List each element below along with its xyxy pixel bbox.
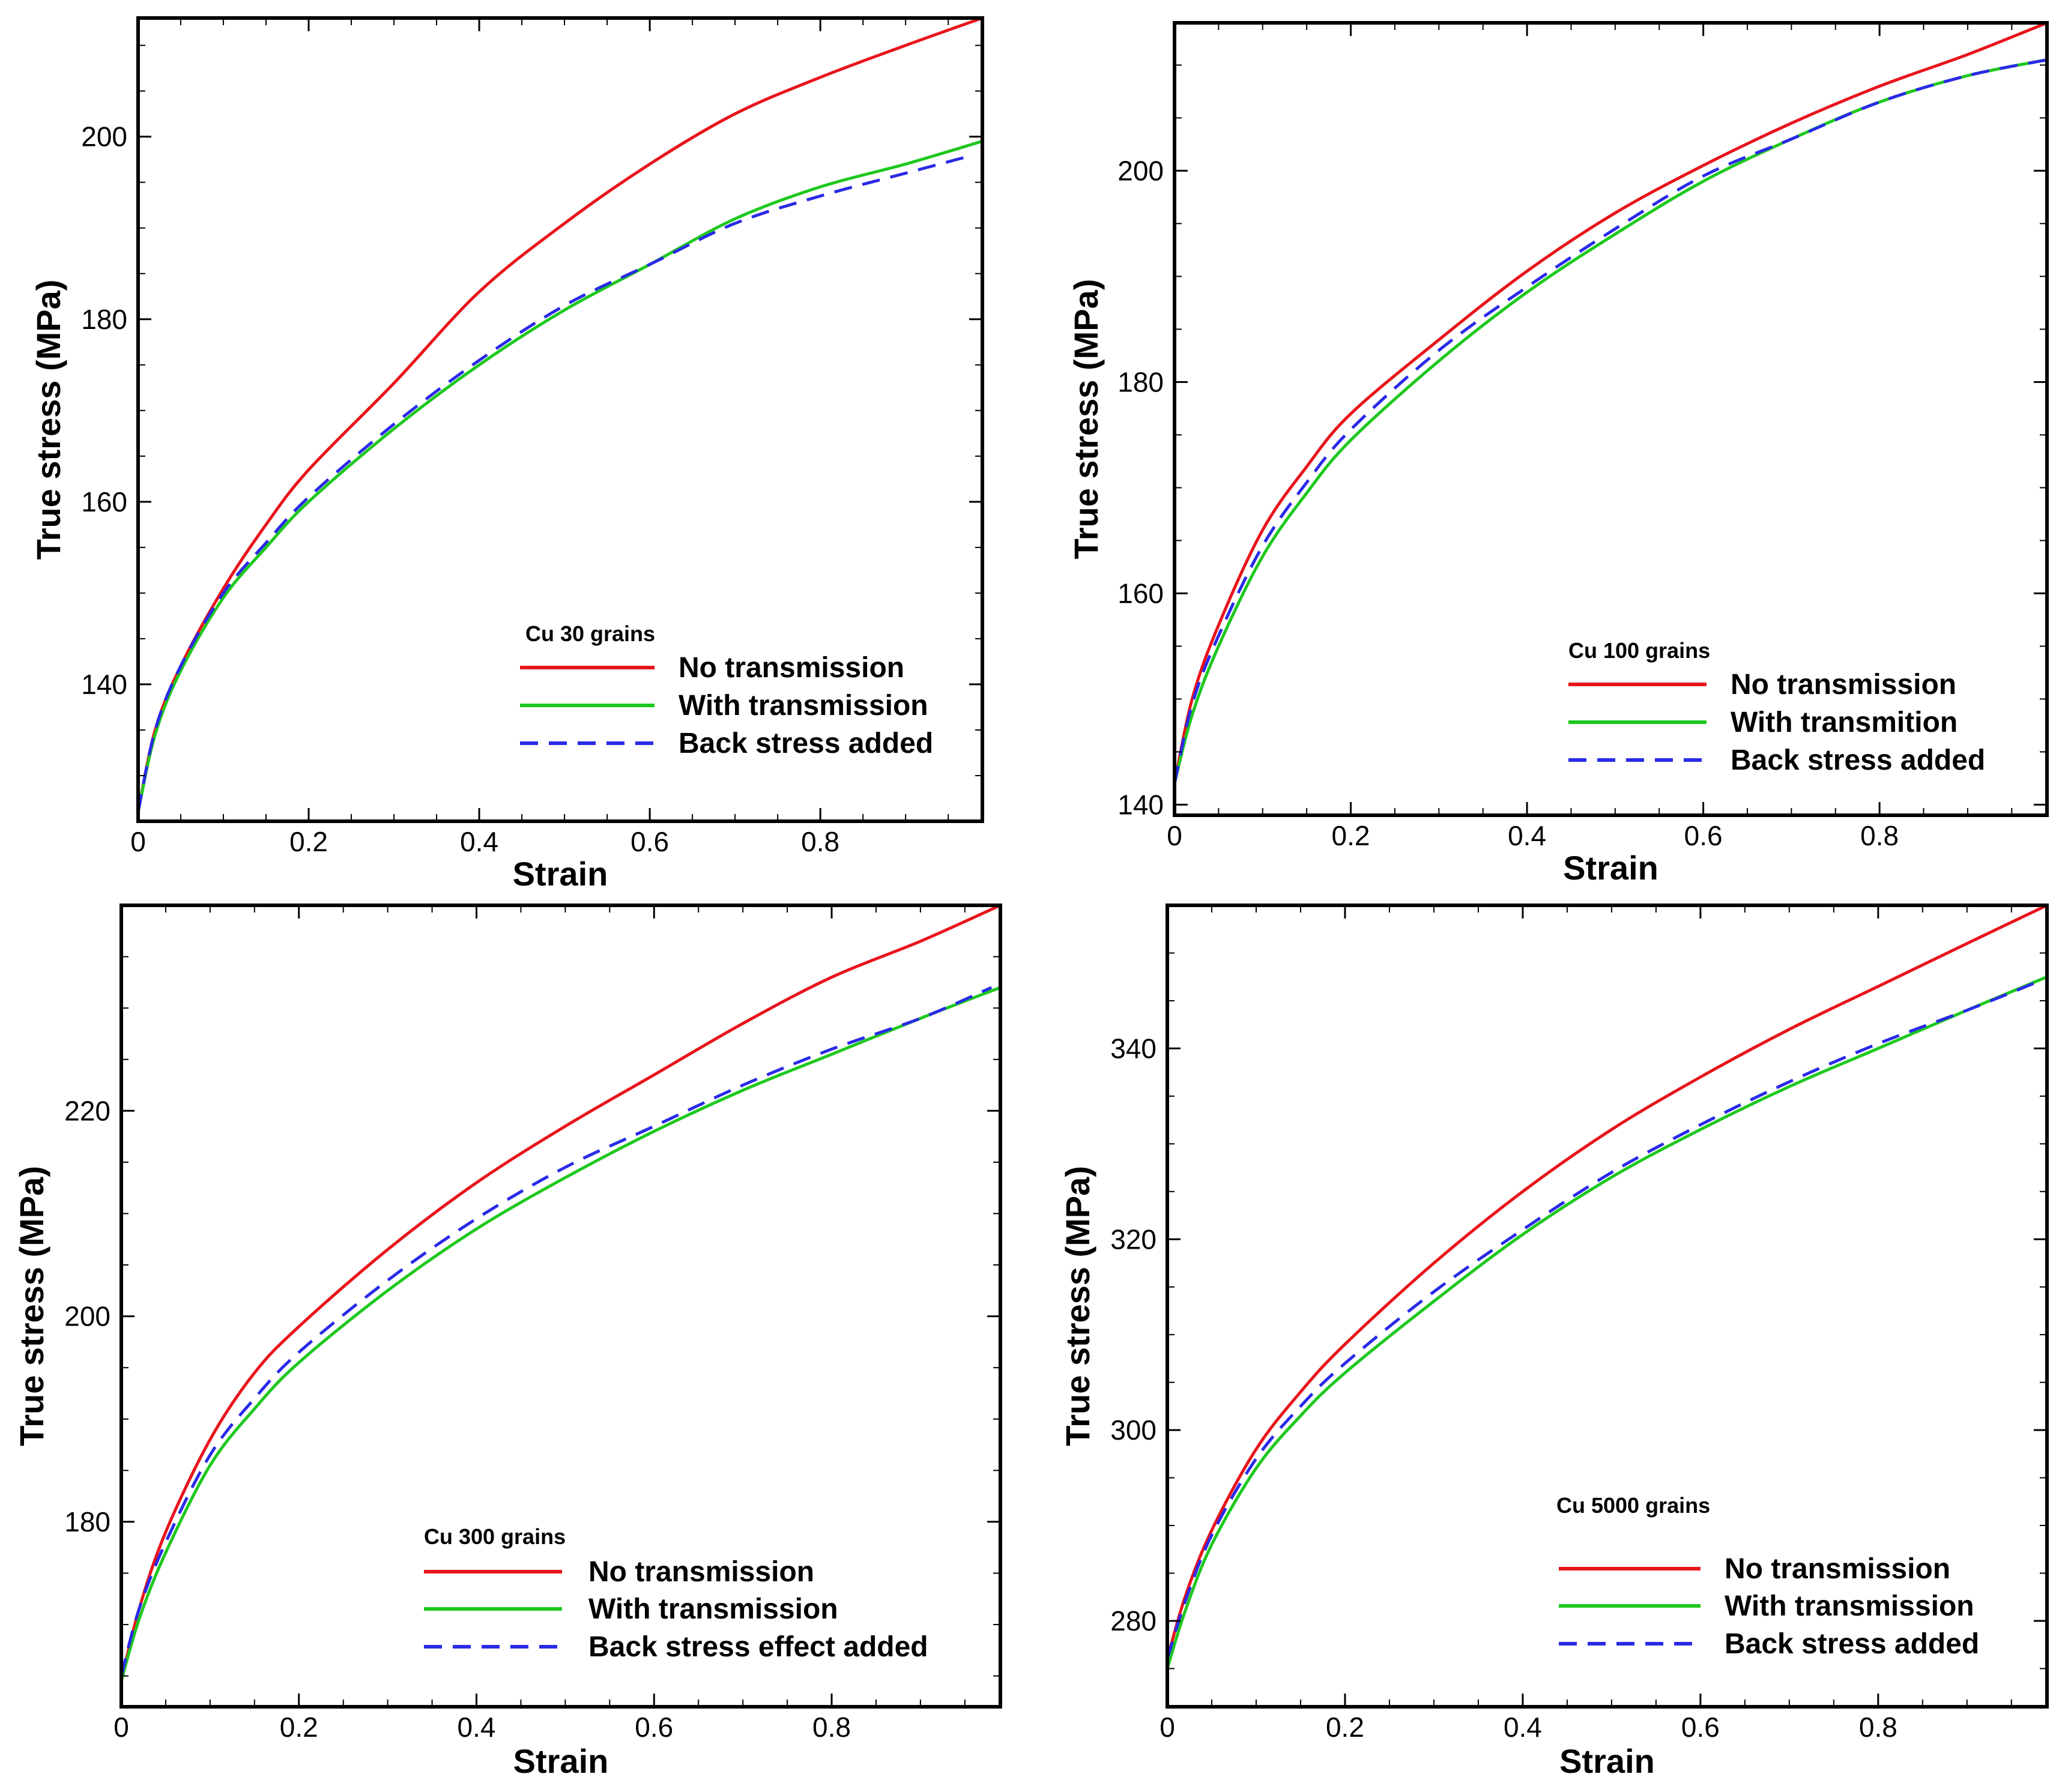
y-tick-label: 180 bbox=[1117, 366, 1164, 397]
series-line-no-transmission bbox=[121, 905, 1000, 1682]
x-tick-label: 0.6 bbox=[630, 826, 669, 857]
legend-label: No transmission bbox=[1725, 1553, 1950, 1585]
y-axis-title: True stress (MPa) bbox=[13, 1166, 50, 1446]
x-tick-label: 0 bbox=[1159, 1712, 1175, 1743]
series-line-no-transmission bbox=[1175, 23, 2047, 784]
y-tick-label: 220 bbox=[64, 1095, 110, 1126]
y-tick-label: 300 bbox=[1110, 1414, 1156, 1446]
y-tick-label: 140 bbox=[1117, 789, 1164, 820]
x-tick-label: 0.4 bbox=[460, 826, 498, 857]
legend: Cu 30 grains No transmission With transmis… bbox=[520, 621, 933, 759]
x-tick-label: 0 bbox=[130, 826, 146, 857]
x-axis-title: Strain bbox=[513, 855, 608, 893]
x-axis-title: Strain bbox=[513, 1742, 609, 1780]
plot-frame bbox=[1173, 21, 2049, 817]
x-tick-label: 0.2 bbox=[280, 1712, 318, 1743]
chart-panel-bottom-left: 0 0.2 0.4 0.6 0.8 180 200 220 Strain True stress … bbox=[13, 904, 1002, 1780]
series-line-back-stress-added bbox=[1175, 58, 2047, 784]
x-tick-label: 0.6 bbox=[1681, 1712, 1720, 1743]
legend-label: Back stress added bbox=[679, 728, 933, 759]
x-tick-label: 0.4 bbox=[1508, 820, 1546, 851]
y-tick-label: 200 bbox=[64, 1301, 110, 1332]
series-line-back-stress-added bbox=[1167, 980, 2039, 1660]
legend-title: Cu 30 grains bbox=[525, 621, 655, 646]
x-tick-label: 0.8 bbox=[1860, 820, 1899, 851]
legend-title: Cu 300 grains bbox=[424, 1524, 566, 1549]
x-tick-label: 0.8 bbox=[812, 1712, 851, 1743]
series-line-back-stress-added bbox=[138, 153, 975, 813]
legend-label: Back stress effect added bbox=[588, 1631, 928, 1663]
series-line-with-transmission bbox=[1167, 975, 2047, 1670]
chart-panel-top-left: 0 0.2 0.4 0.6 0.8 140 160 180 200 Strain True stre… bbox=[29, 16, 984, 893]
x-axis-title: Strain bbox=[1563, 849, 1658, 887]
chart-panel-bottom-right: 0 0.2 0.4 0.6 0.8 280 300 320 340 Strain True stre… bbox=[1059, 904, 2049, 1780]
series-line-with-transmission bbox=[121, 986, 1000, 1682]
y-tick-label: 180 bbox=[64, 1506, 110, 1537]
y-tick-label: 340 bbox=[1110, 1033, 1156, 1064]
legend-label: With transmition bbox=[1731, 707, 1958, 738]
y-tick-label: 160 bbox=[81, 486, 127, 517]
legend-title: Cu 5000 grains bbox=[1556, 1493, 1710, 1518]
legend-title: Cu 100 grains bbox=[1568, 638, 1710, 663]
x-tick-label: 0.2 bbox=[1332, 820, 1370, 851]
legend-label: Back stress added bbox=[1725, 1628, 1979, 1660]
x-axis-title: Strain bbox=[1559, 1742, 1655, 1780]
plot-frame bbox=[136, 16, 984, 823]
legend-label: No transmission bbox=[1731, 669, 1956, 701]
x-tick-label: 0.8 bbox=[1859, 1712, 1897, 1743]
y-tick-label: 200 bbox=[1117, 155, 1164, 186]
y-tick-label: 160 bbox=[1117, 578, 1164, 609]
x-tick-label: 0.4 bbox=[1504, 1712, 1542, 1743]
legend: Cu 5000 grains No transmission With transm… bbox=[1556, 1493, 1979, 1660]
x-tick-label: 0 bbox=[113, 1712, 129, 1743]
x-tick-label: 0.8 bbox=[801, 826, 839, 857]
y-axis-title: True stress (MPa) bbox=[1067, 279, 1105, 560]
y-axis-title: True stress (MPa) bbox=[29, 280, 67, 560]
legend: Cu 300 grains No transmission With transmi… bbox=[424, 1524, 928, 1663]
x-tick-label: 0.4 bbox=[458, 1712, 496, 1743]
legend-label: Back stress added bbox=[1731, 744, 1985, 776]
legend-label: With transmission bbox=[679, 690, 928, 722]
y-tick-label: 200 bbox=[81, 121, 127, 152]
y-tick-label: 140 bbox=[81, 669, 127, 700]
x-tick-label: 0.6 bbox=[1684, 820, 1723, 851]
series-line-back-stress-effect-added bbox=[121, 986, 993, 1677]
y-axis-title: True stress (MPa) bbox=[1059, 1166, 1096, 1446]
x-tick-label: 0.6 bbox=[635, 1712, 673, 1743]
x-tick-label: 0.2 bbox=[1326, 1712, 1364, 1743]
legend-label: With transmission bbox=[1725, 1590, 1974, 1622]
y-tick-label: 320 bbox=[1110, 1223, 1156, 1255]
chart-panel-top-right: 0 0.2 0.4 0.6 0.8 140 160 180 200 Strain True stre… bbox=[1067, 21, 2049, 887]
y-tick-label: 280 bbox=[1110, 1605, 1156, 1637]
plot-frame bbox=[119, 904, 1002, 1709]
legend: Cu 100 grains No transmission With transmi… bbox=[1568, 638, 1985, 776]
series-line-with-transmission bbox=[138, 139, 982, 813]
legend-label: No transmission bbox=[679, 652, 904, 684]
plot-frame bbox=[1166, 904, 2049, 1709]
legend-label: No transmission bbox=[588, 1556, 814, 1588]
legend-label: With transmission bbox=[588, 1593, 838, 1625]
x-tick-label: 0 bbox=[1167, 820, 1182, 851]
x-tick-label: 0.2 bbox=[289, 826, 328, 857]
y-tick-label: 180 bbox=[81, 304, 127, 335]
series-line-no-transmission bbox=[1167, 905, 2047, 1660]
